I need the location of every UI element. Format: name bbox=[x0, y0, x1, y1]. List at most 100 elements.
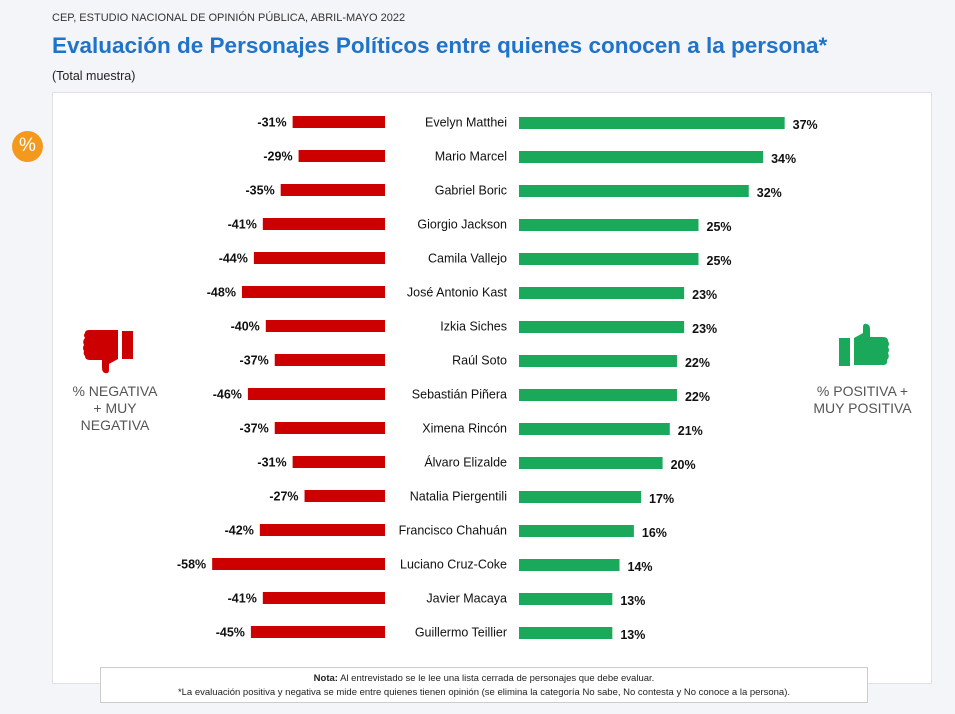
negative-bar bbox=[274, 422, 385, 434]
category-label: Álvaro Elizalde bbox=[424, 455, 507, 470]
positive-value-label: 23% bbox=[692, 322, 717, 336]
positive-value-label: 13% bbox=[620, 628, 645, 642]
page-title: Evaluación de Personajes Políticos entre… bbox=[52, 33, 828, 58]
positive-bar bbox=[519, 559, 620, 571]
category-label: Raúl Soto bbox=[452, 354, 507, 368]
negative-bar bbox=[262, 218, 385, 230]
negative-value-label: -42% bbox=[225, 524, 254, 538]
negative-value-label: -31% bbox=[257, 456, 286, 470]
negative-bar bbox=[274, 354, 385, 366]
positive-bar bbox=[519, 151, 764, 163]
positive-bar bbox=[519, 389, 677, 401]
positive-value-label: 20% bbox=[671, 458, 696, 472]
negative-bar bbox=[262, 592, 385, 604]
negative-bar bbox=[259, 524, 385, 536]
positive-value-label: 21% bbox=[678, 424, 703, 438]
positive-value-label: 25% bbox=[707, 254, 732, 268]
negative-bar bbox=[265, 320, 385, 332]
positive-bar bbox=[519, 219, 699, 231]
note-line-2: *La evaluación positiva y negativa se mi… bbox=[177, 687, 791, 698]
negative-legend-line: % NEGATIVA bbox=[72, 383, 158, 399]
positive-value-label: 16% bbox=[642, 526, 667, 540]
negative-value-label: -31% bbox=[257, 116, 286, 130]
category-label: Mario Marcel bbox=[435, 150, 507, 164]
positive-bar bbox=[519, 525, 634, 537]
chart-panel bbox=[52, 92, 932, 684]
footnote-box: Nota: Al entrevistado se le lee una list… bbox=[100, 667, 868, 703]
negative-bar bbox=[292, 116, 385, 128]
negative-value-label: -48% bbox=[207, 286, 236, 300]
category-label: Javier Macaya bbox=[426, 592, 507, 606]
thumbs-down-icon bbox=[83, 330, 133, 374]
negative-legend-line: + MUY bbox=[93, 400, 137, 416]
negative-value-label: -41% bbox=[228, 592, 257, 606]
negative-value-label: -45% bbox=[216, 626, 245, 640]
positive-value-label: 22% bbox=[685, 390, 710, 404]
category-label: Francisco Chahuán bbox=[399, 524, 507, 538]
category-label: Giorgio Jackson bbox=[417, 218, 507, 232]
category-label: Gabriel Boric bbox=[435, 184, 507, 198]
negative-value-label: -29% bbox=[263, 150, 292, 164]
positive-bar bbox=[519, 253, 699, 265]
positive-value-label: 17% bbox=[649, 492, 674, 506]
negative-bar bbox=[292, 456, 385, 468]
category-label: Natalia Piergentili bbox=[410, 490, 507, 504]
negative-value-label: -44% bbox=[219, 252, 248, 266]
negative-bar bbox=[280, 184, 385, 196]
negative-bar bbox=[253, 252, 385, 264]
category-label: Sebastián Piñera bbox=[412, 388, 507, 402]
negative-bar bbox=[212, 558, 385, 570]
note-line-1: Nota: Al entrevistado se le lee una list… bbox=[101, 672, 867, 686]
category-label: Ximena Rincón bbox=[422, 422, 507, 436]
negative-value-label: -35% bbox=[246, 184, 275, 198]
negative-value-label: -37% bbox=[240, 422, 269, 436]
positive-legend-line: MUY POSITIVA bbox=[813, 400, 912, 416]
thumbs-up-icon bbox=[839, 323, 889, 366]
positive-bar bbox=[519, 117, 785, 129]
negative-value-label: -37% bbox=[240, 354, 269, 368]
negative-value-label: -58% bbox=[177, 558, 206, 572]
negative-value-label: -46% bbox=[213, 388, 242, 402]
note-text: Al entrevistado se le lee una lista cerr… bbox=[337, 673, 655, 684]
category-label: Guillermo Teillier bbox=[415, 626, 507, 640]
positive-bar bbox=[519, 593, 613, 605]
positive-value-label: 32% bbox=[757, 186, 782, 200]
positive-bar bbox=[519, 355, 677, 367]
negative-bar bbox=[247, 388, 385, 400]
negative-value-label: -41% bbox=[228, 218, 257, 232]
positive-bar bbox=[519, 321, 685, 333]
negative-bar bbox=[304, 490, 385, 502]
positive-value-label: 22% bbox=[685, 356, 710, 370]
negative-value-label: -27% bbox=[269, 490, 298, 504]
negative-value-label: -40% bbox=[231, 320, 260, 334]
positive-value-label: 37% bbox=[793, 118, 818, 132]
negative-bar bbox=[298, 150, 385, 162]
positive-value-label: 13% bbox=[620, 594, 645, 608]
positive-legend-label: % POSITIVA + MUY POSITIVA bbox=[795, 383, 930, 417]
category-label: José Antonio Kast bbox=[407, 286, 508, 300]
positive-bar bbox=[519, 491, 642, 503]
category-label: Izkia Siches bbox=[440, 320, 507, 334]
negative-legend-label: % NEGATIVA + MUY NEGATIVA bbox=[60, 383, 170, 434]
positive-value-label: 14% bbox=[628, 560, 653, 574]
positive-bar bbox=[519, 423, 670, 435]
negative-bar bbox=[250, 626, 385, 638]
positive-bar bbox=[519, 627, 613, 639]
positive-value-label: 34% bbox=[771, 152, 796, 166]
category-label: Luciano Cruz-Coke bbox=[400, 558, 507, 572]
positive-bar bbox=[519, 185, 749, 197]
percent-icon: % bbox=[12, 131, 43, 162]
positive-value-label: 23% bbox=[692, 288, 717, 302]
negative-bar bbox=[241, 286, 385, 298]
negative-legend-line: NEGATIVA bbox=[80, 417, 150, 433]
positive-bar bbox=[519, 287, 685, 299]
note-label: Nota: bbox=[313, 673, 338, 684]
subtitle: (Total muestra) bbox=[52, 69, 136, 83]
positive-bar bbox=[519, 457, 663, 469]
positive-value-label: 25% bbox=[707, 220, 732, 234]
positive-legend-line: % POSITIVA + bbox=[816, 383, 909, 399]
category-label: Camila Vallejo bbox=[428, 252, 507, 266]
category-label: Evelyn Matthei bbox=[425, 116, 507, 130]
source-line: CEP, ESTUDIO NACIONAL DE OPINIÓN PÚBLICA… bbox=[52, 12, 406, 24]
